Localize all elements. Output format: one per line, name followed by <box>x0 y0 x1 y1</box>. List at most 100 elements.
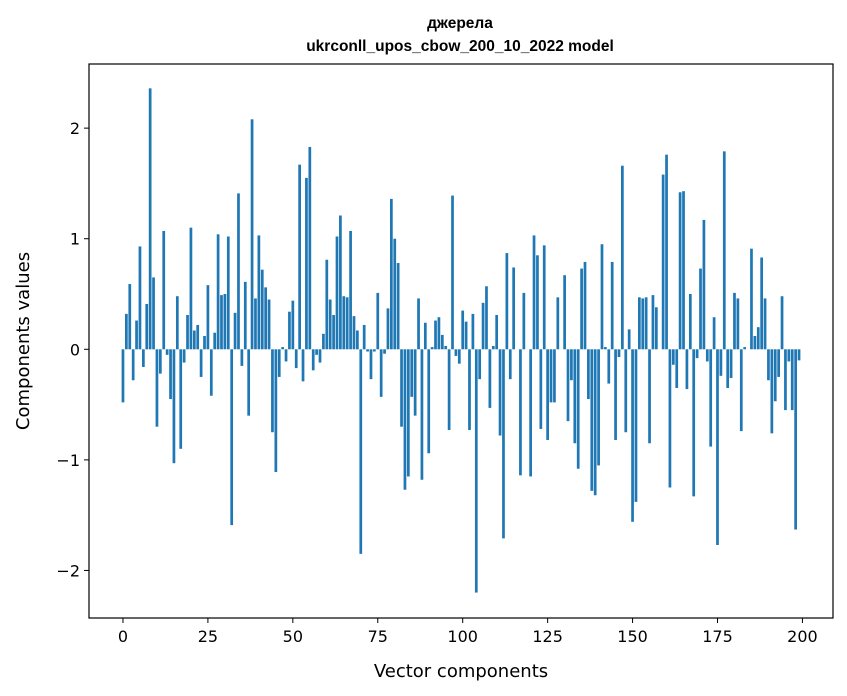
bar <box>750 248 753 350</box>
bar <box>532 235 536 350</box>
bar <box>699 268 702 350</box>
bar <box>328 299 332 350</box>
bar <box>665 154 668 350</box>
bar <box>478 349 482 380</box>
bar <box>267 299 271 350</box>
bar <box>508 349 512 380</box>
bar <box>274 349 278 473</box>
bar <box>767 349 770 381</box>
x-tick-label: 25 <box>198 627 218 646</box>
bar <box>335 236 339 350</box>
bar <box>780 296 784 350</box>
y-axis-ticks: −2 −1 0 1 2 <box>56 119 89 580</box>
bar <box>485 286 488 350</box>
y-tick-label: 2 <box>70 119 80 138</box>
bar <box>587 349 590 400</box>
y-tick-label: −1 <box>56 451 80 470</box>
bar <box>209 349 213 396</box>
bar <box>233 312 237 350</box>
bar <box>420 349 424 480</box>
x-tick-label: 50 <box>283 627 303 646</box>
bar <box>695 349 699 359</box>
bar <box>196 324 200 350</box>
bar <box>556 297 560 350</box>
bar <box>345 297 349 350</box>
bar <box>763 298 767 350</box>
bar <box>634 349 638 502</box>
bar <box>539 349 543 429</box>
bar <box>362 324 366 350</box>
bar <box>257 235 261 350</box>
bar <box>573 349 577 444</box>
bar <box>719 349 723 376</box>
bar <box>152 277 155 350</box>
bar <box>716 349 719 546</box>
bar <box>794 349 797 530</box>
y-axis-label: Components values <box>13 252 34 430</box>
bar <box>325 259 329 350</box>
bar <box>206 285 210 350</box>
bar <box>264 287 268 350</box>
bar <box>468 349 471 431</box>
bar <box>790 349 794 411</box>
chart-subtitle: ukrconll_upos_cbow_200_10_2022 model <box>306 38 614 55</box>
bar <box>542 245 546 350</box>
plot-area-frame <box>88 63 834 619</box>
bar <box>145 303 149 350</box>
bar <box>512 267 516 350</box>
bar <box>777 349 780 377</box>
bar <box>379 349 383 397</box>
bar <box>702 219 706 350</box>
bar <box>563 275 566 350</box>
bar <box>522 292 526 350</box>
bar <box>165 349 169 355</box>
bar <box>773 349 777 402</box>
bar <box>614 349 617 440</box>
bar <box>349 230 352 350</box>
x-axis-label: Vector components <box>374 661 548 682</box>
bar <box>318 349 322 363</box>
bar <box>308 146 312 350</box>
bar <box>743 347 747 350</box>
bar <box>430 347 434 350</box>
bar <box>243 281 247 350</box>
bar <box>128 284 132 350</box>
bar <box>481 302 485 350</box>
bar <box>373 349 376 352</box>
bar <box>688 294 692 350</box>
bar <box>390 198 393 350</box>
bar <box>590 349 594 491</box>
bar <box>182 349 186 363</box>
bar <box>400 349 403 427</box>
bar <box>298 164 301 350</box>
y-tick-label: −2 <box>56 561 80 580</box>
x-tick-label: 200 <box>787 627 818 646</box>
bar <box>260 269 264 350</box>
bar <box>491 345 495 350</box>
bar <box>155 349 159 427</box>
bar <box>722 151 726 350</box>
bar <box>121 349 125 403</box>
bar <box>311 349 315 371</box>
bar <box>403 349 407 490</box>
bar <box>417 298 420 350</box>
bar <box>566 349 570 422</box>
bar <box>498 349 502 436</box>
bar <box>386 308 390 350</box>
bar <box>705 349 709 362</box>
bar <box>736 298 740 350</box>
bar <box>281 347 284 350</box>
bar <box>495 315 499 350</box>
bar <box>447 349 451 431</box>
bar <box>162 230 166 350</box>
bar <box>464 321 468 350</box>
bar <box>651 295 655 350</box>
bar <box>444 345 448 350</box>
x-tick-label: 0 <box>118 627 128 646</box>
bar <box>440 334 444 350</box>
bar <box>223 294 227 350</box>
bar <box>271 349 274 433</box>
bar <box>784 349 787 411</box>
bar <box>654 307 658 350</box>
